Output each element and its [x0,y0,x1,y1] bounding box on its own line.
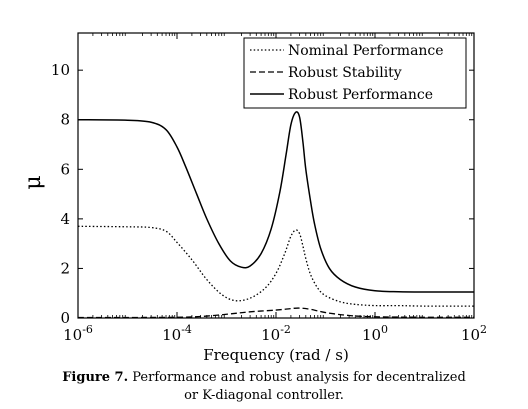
y-tick-label: 6 [60,160,70,178]
figure-caption-line-1: Figure 7. Performance and robust analysi… [0,370,528,385]
legend: Nominal Performance Robust Stability Robus… [243,37,467,109]
y-tick-label: 4 [60,210,70,228]
x-axis-label: Frequency (rad / s) [203,346,349,364]
figure-caption-line-2: or K-diagonal controller. [184,388,344,403]
legend-entry-label: Nominal Performance [288,43,444,59]
axis-ticks: 0 2 4 6 8 10 10-6 10-4 10-2 100 102 [51,33,487,344]
y-tick-label: 8 [60,111,70,129]
y-axis-label: μ [21,175,46,189]
x-tick-label: 102 [461,323,487,344]
series-line-solid [77,111,475,293]
series-line-dashed [77,307,475,319]
y-tick-label: 0 [60,309,70,327]
series-line-dotted [77,225,475,307]
x-tick-label: 100 [362,323,388,344]
legend-entry-label: Robust Stability [288,65,402,81]
series-lines [77,111,475,319]
x-tick-label: 10-2 [261,323,291,344]
legend-entry-label: Robust Performance [288,87,433,103]
y-tick-label: 10 [51,61,70,79]
y-tick-label: 2 [60,259,70,277]
figure-label: Figure 7. [62,370,129,385]
caption-text-1: Performance and robust analysis for dece… [128,370,466,385]
x-tick-label: 10-4 [162,323,192,344]
mu-chart: 0 2 4 6 8 10 10-6 10-4 10-2 100 102 Nominal Perfor… [21,32,487,364]
x-tick-label: 10-6 [63,323,93,344]
